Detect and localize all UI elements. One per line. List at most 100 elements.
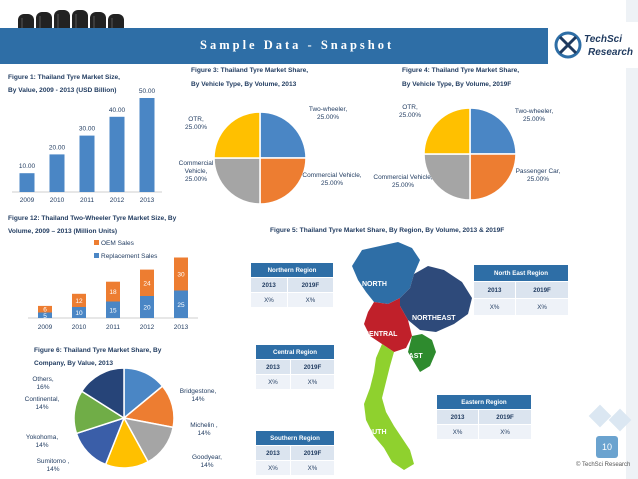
fig12-tick-label: 2010 — [72, 324, 87, 331]
fig6-label-yokohoma: Yokohoma, 14% — [25, 434, 59, 449]
fig6-caption-line1: Figure 6: Thailand Tyre Market Share, By — [34, 347, 162, 354]
fig1-bar-chart: 10.00 2009 20.00 2010 30.00 2011 40.00 2012 50.0… — [12, 88, 162, 204]
fig1-data-label: 50.00 — [139, 88, 156, 95]
fig12-bar-oem-sales-2009 — [38, 305, 52, 313]
logo-line1: TechSci — [584, 34, 622, 45]
fig6-caption-line2: Company, By Value, 2013 — [34, 360, 114, 367]
fig12-legend-swatch — [94, 240, 99, 245]
central-region-table: Central Region 2013 2019F X% X% — [255, 344, 336, 390]
fig4-pie-chart — [424, 108, 516, 200]
fig6-label-goodyear: Goodyear, 14% — [192, 454, 222, 469]
fig12-data-label: 20 — [143, 305, 151, 312]
map-east — [408, 334, 436, 372]
fig12-bar-replacement-sales-2012 — [140, 296, 154, 318]
fig12-data-label: 6 — [43, 307, 47, 314]
page-number: 10 — [596, 436, 618, 458]
fig1-caption-line1: Figure 1: Thailand Tyre Market Size, — [8, 74, 120, 81]
fig1-bar-2012 — [109, 116, 125, 192]
fig12-bar-oem-sales-2011 — [106, 281, 120, 302]
fig4-label-otr: OTR, 25.00% — [398, 104, 422, 119]
northern-region-table: Northern Region 2013 2019F X% X% — [250, 262, 335, 308]
fig3-label-two-wheeler: Two-wheeler, 25.00% — [308, 106, 348, 121]
fig4-slice-2 — [424, 153, 471, 200]
map-label-central: CENTRAL — [364, 331, 398, 338]
fig12-legend-swatch — [94, 253, 99, 258]
fig1-bar-2011 — [79, 135, 95, 192]
fig3-label-otr: OTR, 25.00% — [184, 116, 208, 131]
fig3-slice-2 — [214, 157, 261, 204]
fig12-bar-oem-sales-2013 — [174, 257, 188, 291]
logo-line2: Research — [588, 47, 633, 58]
fig12-tick-label: 2013 — [174, 324, 189, 331]
copyright: © TechSci Research — [576, 462, 631, 468]
fig6-pie-chart — [74, 368, 174, 468]
fig3-slice-3 — [214, 112, 261, 159]
fig3-caption-line2: By Vehicle Type, By Volume, 2013 — [191, 81, 297, 88]
northeast-region-table: North East Region 2013 2019F X% X% — [472, 264, 569, 316]
fig6-slice-6 — [80, 368, 125, 420]
fig12-stacked-bar-chart: OEM Sales Replacement Sales 56 2009 10 12 2010… — [28, 240, 198, 331]
fig3-slice-1 — [259, 157, 306, 204]
fig12-data-label: 24 — [143, 280, 151, 287]
fig5-caption: Figure 5: Thailand Tyre Market Share, By… — [270, 227, 505, 234]
fig3-slice-0 — [259, 112, 306, 159]
map-label-east: EAST — [404, 353, 423, 360]
map-label-north: NORTH — [362, 281, 387, 288]
southern-region-table: Southern Region 2013 2019F X% X% — [255, 430, 335, 476]
fig1-bar-2013 — [139, 98, 155, 192]
map-label-northeast: NORTHEAST — [412, 315, 456, 322]
fig12-caption-line2: Volume, 2009 – 2013 (Million Units) — [8, 228, 118, 235]
fig6-label-others: Others, 16% — [32, 376, 54, 391]
techsci-logo: TechSci Research — [552, 22, 638, 68]
fig1-tick-label: 2013 — [140, 197, 155, 204]
fig12-data-label: 5 — [43, 313, 47, 320]
fig12-data-label: 15 — [109, 307, 117, 314]
fig6-label-continental: Continental, 14% — [24, 396, 60, 411]
fig1-tick-label: 2010 — [50, 197, 65, 204]
fig12-data-label: 18 — [109, 289, 117, 296]
map-north — [352, 242, 420, 304]
thailand-region-map: NORTH NORTHEAST CENTRAL EAST SOUTH — [352, 242, 472, 470]
fig4-slice-1 — [469, 153, 516, 200]
fig12-tick-label: 2011 — [106, 324, 120, 331]
fig4-slice-3 — [424, 108, 471, 155]
fig1-bar-2009 — [19, 173, 35, 192]
fig4-label-commercial: Commercial Vehicle, 25.00% — [373, 174, 433, 189]
fig12-bar-replacement-sales-2011 — [106, 301, 120, 318]
fig6-label-sumitomo: Sumitomo , 14% — [36, 458, 70, 473]
fig12-bar-oem-sales-2012 — [140, 269, 154, 296]
fig4-slice-0 — [469, 108, 516, 155]
fig1-data-label: 10.00 — [19, 163, 36, 170]
fig1-tick-label: 2009 — [20, 197, 35, 204]
fig12-data-label: 12 — [75, 298, 83, 305]
fig4-label-two-wheeler: Two-wheeler, 25.00% — [514, 108, 554, 123]
fig12-caption-line1: Figure 12: Thailand Two-Wheeler Tyre Mar… — [8, 215, 177, 222]
fig12-legend-label: Replacement Sales — [101, 253, 158, 260]
fig1-bar-2010 — [49, 154, 65, 192]
fig1-data-label: 20.00 — [49, 144, 66, 151]
fig1-data-label: 30.00 — [79, 126, 96, 133]
fig12-bar-oem-sales-2010 — [72, 293, 86, 307]
fig4-caption-line2: By Vehicle Type, By Volume, 2019F — [402, 81, 512, 88]
fig12-legend-label: OEM Sales — [101, 240, 135, 247]
fig6-label-michelin: Michelin , 14% — [190, 422, 218, 437]
fig3-caption-line1: Figure 3: Thailand Tyre Market Share, — [191, 67, 309, 74]
fig6-label-bridgestone: Bridgestone, 14% — [179, 388, 217, 403]
fig4-caption-line1: Figure 4: Thailand Tyre Market Share, — [402, 67, 520, 74]
map-northeast — [400, 266, 472, 332]
map-south — [364, 344, 414, 470]
fig3-pie-chart — [214, 112, 306, 204]
fig12-tick-label: 2009 — [38, 324, 53, 331]
fig12-data-label: 25 — [177, 302, 185, 309]
fig12-data-label: 10 — [75, 310, 83, 317]
fig12-bar-replacement-sales-2010 — [72, 307, 86, 318]
fig3-label-commercial-left: Commercial Vehicle, 25.00% — [178, 160, 214, 183]
fig12-bar-replacement-sales-2013 — [174, 290, 188, 318]
eastern-region-table: Eastern Region 2013 2019F X% X% — [435, 394, 532, 440]
decor-hex-1 — [588, 404, 612, 428]
fig1-caption-line2: By Value, 2009 - 2013 (USD Billion) — [8, 87, 117, 94]
right-strip — [626, 0, 638, 479]
page-title: Sample Data - Snapshot — [200, 38, 395, 52]
fig12-data-label: 30 — [177, 272, 185, 279]
fig12-bar-replacement-sales-2009 — [38, 312, 52, 318]
